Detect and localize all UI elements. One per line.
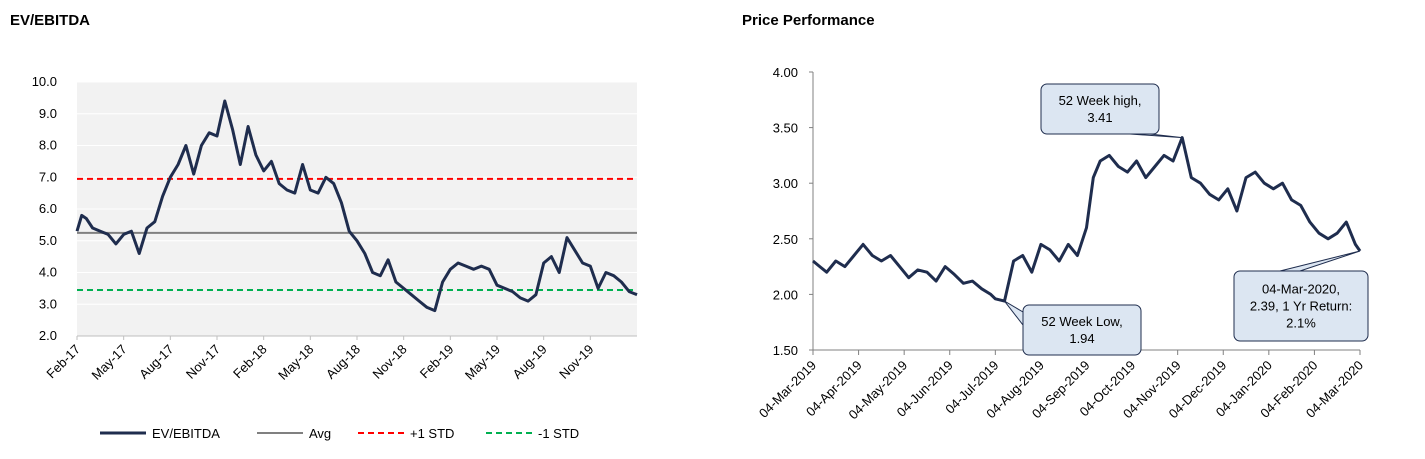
callout-box bbox=[1022, 304, 1142, 356]
callout-text: 52 Week Low, bbox=[1041, 314, 1122, 329]
price-performance-title: Price Performance bbox=[742, 12, 875, 29]
callout-text: 3.41 bbox=[1087, 110, 1112, 125]
legend-label: EV/EBITDA bbox=[152, 426, 220, 441]
callout-text: 04-Mar-2020, bbox=[1262, 282, 1340, 297]
callout-pointer bbox=[1004, 300, 1024, 327]
y-tick-label: 6.0 bbox=[39, 201, 57, 216]
callout-box bbox=[1233, 270, 1369, 342]
y-tick-label: 4.0 bbox=[39, 265, 57, 280]
callout-text: 2.1% bbox=[1286, 316, 1316, 331]
series-ev-ebitda-line bbox=[75, 99, 638, 313]
y-tick-label: 4.00 bbox=[773, 65, 798, 80]
callout-52-week-low: 52 Week Low, 1.94 bbox=[1004, 300, 1142, 356]
y-tick-label: 7.0 bbox=[39, 169, 57, 184]
callout-latest: 04-Mar-2020, 2.39, 1 Yr Return: 2.1% bbox=[1233, 250, 1369, 342]
callout-text: 52 Week high, bbox=[1059, 93, 1142, 108]
legend-label: +1 STD bbox=[410, 426, 454, 441]
y-tick-label: 3.0 bbox=[39, 296, 57, 311]
y-tick-label: 5.0 bbox=[39, 233, 57, 248]
y-tick-label: 10.0 bbox=[32, 74, 57, 89]
y-tick-label: 2.50 bbox=[773, 232, 798, 247]
y-tick-label: 2.0 bbox=[39, 328, 57, 343]
callout-pointer bbox=[1279, 250, 1361, 272]
y-tick-label: 8.0 bbox=[39, 138, 57, 153]
callout-52-week-high: 52 Week high, 3.41 bbox=[1040, 83, 1183, 139]
callout-pointer bbox=[1129, 133, 1183, 139]
y-tick-label: 9.0 bbox=[39, 106, 57, 121]
ev-ebitda-title: EV/EBITDA bbox=[10, 12, 91, 29]
callout-text: 2.39, 1 Yr Return: bbox=[1250, 299, 1352, 314]
y-tick-label: 2.00 bbox=[773, 287, 798, 302]
legend-label: -1 STD bbox=[538, 426, 579, 441]
series-price-line bbox=[812, 136, 1362, 303]
y-tick-label: 3.00 bbox=[773, 176, 798, 191]
y-tick-label: 1.50 bbox=[773, 343, 798, 358]
legend-label: Avg bbox=[309, 426, 331, 441]
y-tick-label: 3.50 bbox=[773, 121, 798, 136]
callout-text: 1.94 bbox=[1069, 331, 1094, 346]
callout-box bbox=[1040, 83, 1160, 135]
